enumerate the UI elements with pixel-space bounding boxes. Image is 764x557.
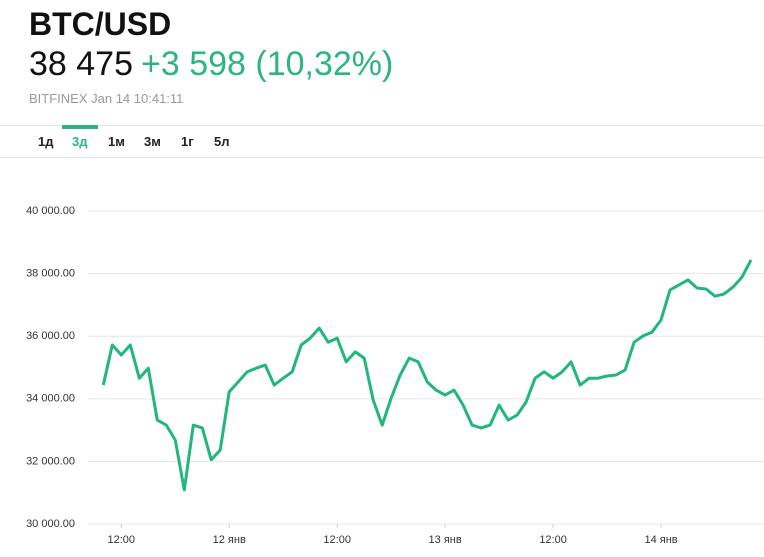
change: +3 598 (10,32%) bbox=[141, 45, 394, 83]
x-tick-label: 12 янв bbox=[213, 534, 246, 546]
separator bbox=[0, 157, 764, 158]
y-tick-label: 40 000.00 bbox=[26, 205, 75, 217]
range-tab[interactable]: 3д bbox=[72, 134, 88, 149]
range-tab[interactable]: 1м bbox=[108, 134, 125, 149]
x-tick-label: 12:00 bbox=[323, 534, 351, 546]
x-tick-label: 13 янв bbox=[429, 534, 462, 546]
y-tick-label: 38 000.00 bbox=[26, 268, 75, 280]
range-tab[interactable]: 1д bbox=[38, 134, 54, 149]
y-tick-label: 30 000.00 bbox=[26, 518, 75, 530]
price-line bbox=[101, 259, 753, 492]
x-tick-label: 12:00 bbox=[108, 534, 136, 546]
symbol: BTC/USD bbox=[29, 6, 172, 42]
y-tick-label: 36 000.00 bbox=[26, 330, 75, 342]
range-tab[interactable]: 1г bbox=[181, 134, 194, 149]
range-tab[interactable]: 3м bbox=[144, 134, 161, 149]
separator bbox=[0, 125, 764, 126]
y-tick-label: 34 000.00 bbox=[26, 393, 75, 405]
active-indicator bbox=[62, 125, 98, 129]
price: 38 475 bbox=[29, 45, 133, 83]
range-tab[interactable]: 5л bbox=[214, 134, 230, 149]
x-tick-label: 14 янв bbox=[644, 534, 677, 546]
y-tick-label: 32 000.00 bbox=[26, 455, 75, 467]
x-tick-label: 12:00 bbox=[539, 534, 567, 546]
source: BITFINEX Jan 14 10:41:11 bbox=[29, 91, 184, 106]
quote: 38 475 +3 598 (10,32%) bbox=[29, 45, 393, 84]
